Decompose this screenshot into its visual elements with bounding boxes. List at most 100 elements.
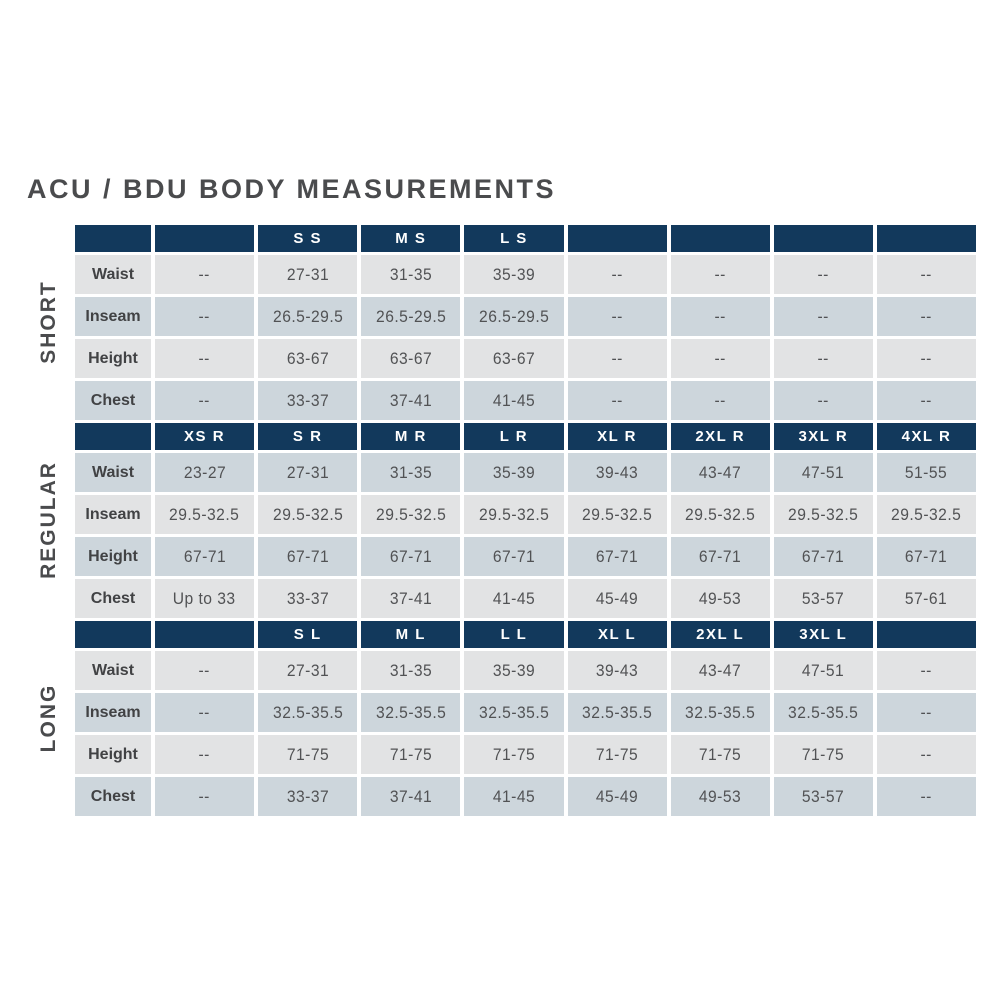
table-cell: 32.5-35.5 (258, 693, 358, 732)
table-cell: 63-67 (258, 339, 358, 378)
cell-value: 39-43 (595, 660, 639, 680)
column-header-s-l: S L (258, 621, 358, 648)
cell-value: 49-53 (699, 786, 742, 806)
cell-value: 35-39 (492, 462, 536, 482)
table-cell: 67-71 (155, 537, 255, 576)
cell-value: 63-67 (492, 348, 536, 368)
table-cell: 32.5-35.5 (567, 693, 667, 732)
table-cell: 37-41 (361, 579, 461, 618)
table-cell: 31-35 (361, 453, 461, 492)
table-cell: 35-39 (464, 651, 564, 690)
table-cell: 39-43 (567, 651, 667, 690)
cell-value: -- (920, 702, 933, 722)
cell-value: 26.5-29.5 (478, 306, 550, 326)
cell-value: 49-53 (699, 588, 742, 608)
column-header-blank (876, 621, 976, 648)
cell-value: 35-39 (492, 660, 536, 680)
cell-value: 29.5-32.5 (891, 504, 962, 524)
cell-value: 71-75 (492, 744, 536, 764)
cell-value: -- (198, 264, 211, 284)
table-cell: 49-53 (670, 579, 770, 618)
column-header-blank (75, 621, 151, 648)
table-cell: -- (155, 735, 255, 774)
cell-value: 33-37 (286, 786, 329, 806)
table-cell: -- (155, 339, 255, 378)
cell-value: 39-43 (595, 462, 639, 482)
column-header-m-r: M R (361, 423, 461, 450)
table-cell: 35-39 (464, 453, 564, 492)
table-cell: -- (670, 339, 770, 378)
table-cell: 41-45 (464, 777, 564, 816)
cell-value: -- (611, 390, 623, 410)
table-cell: 67-71 (464, 537, 564, 576)
column-header-xs-r: XS R (155, 423, 255, 450)
column-header-2xl-l: 2XL L (670, 621, 770, 648)
column-header-m-s: M S (361, 225, 461, 252)
table-cell: -- (567, 255, 667, 294)
cell-value: 67-71 (389, 546, 432, 566)
row-label-height: Height (75, 537, 151, 576)
table-cell: -- (876, 339, 976, 378)
cell-value: 67-71 (492, 546, 536, 566)
cell-value: 67-71 (905, 546, 948, 566)
column-header-blank (155, 225, 255, 252)
cell-value: 71-75 (389, 744, 432, 764)
cell-value: 27-31 (286, 462, 329, 482)
cell-value: 29.5-32.5 (581, 504, 653, 524)
cell-value: -- (920, 306, 933, 326)
column-header-blank (155, 621, 255, 648)
column-header-xl-l: XL L (567, 621, 667, 648)
cell-value: -- (198, 306, 211, 326)
column-header-blank (773, 225, 873, 252)
table-cell: -- (155, 693, 255, 732)
table-cell: 29.5-32.5 (155, 495, 255, 534)
cell-value: 67-71 (183, 546, 226, 566)
cell-value: 32.5-35.5 (685, 702, 756, 722)
table-cell: 33-37 (258, 777, 358, 816)
cell-value: -- (198, 390, 211, 410)
table-cell: 63-67 (464, 339, 564, 378)
cell-value: 71-75 (802, 744, 845, 764)
cell-value: 33-37 (286, 588, 329, 608)
table-cell: 39-43 (567, 453, 667, 492)
cell-value: -- (817, 306, 829, 326)
cell-value: 29.5-32.5 (478, 504, 550, 524)
table-cell: 67-71 (567, 537, 667, 576)
table-cell: 67-71 (876, 537, 976, 576)
table-cell: 27-31 (258, 255, 358, 294)
column-header-3xl-l: 3XL L (773, 621, 873, 648)
table-cell: 47-51 (773, 651, 873, 690)
table-cell: -- (155, 381, 255, 420)
table-cell: 71-75 (773, 735, 873, 774)
table-cell: -- (876, 381, 976, 420)
table-cell: 29.5-32.5 (258, 495, 358, 534)
cell-value: 37-41 (389, 588, 432, 608)
table-cell: 26.5-29.5 (464, 297, 564, 336)
table-cell: 32.5-35.5 (773, 693, 873, 732)
table-cell: -- (670, 255, 770, 294)
table-cell: 31-35 (361, 651, 461, 690)
row-label-waist: Waist (75, 453, 151, 492)
column-header-l-r: L R (464, 423, 564, 450)
cell-value: 71-75 (286, 744, 329, 764)
column-header-2xl-r: 2XL R (670, 423, 770, 450)
cell-value: -- (714, 348, 726, 368)
cell-value: -- (817, 390, 829, 410)
cell-value: 41-45 (492, 786, 536, 806)
cell-value: 29.5-32.5 (375, 504, 446, 524)
cell-value: 32.5-35.5 (581, 702, 653, 722)
table-cell: -- (876, 735, 976, 774)
cell-value: 27-31 (286, 264, 329, 284)
table-cell: -- (876, 693, 976, 732)
cell-value: 71-75 (595, 744, 639, 764)
cell-value: -- (714, 306, 726, 326)
cell-value: 31-35 (389, 264, 432, 284)
column-header-blank (670, 225, 770, 252)
row-label-height: Height (75, 735, 151, 774)
column-header-s-r: S R (258, 423, 358, 450)
cell-value: 23-27 (183, 462, 226, 482)
column-header-blank (75, 225, 151, 252)
cell-value: 41-45 (492, 588, 536, 608)
table-cell: 29.5-32.5 (876, 495, 976, 534)
section-label-regular: REGULAR (37, 461, 60, 579)
